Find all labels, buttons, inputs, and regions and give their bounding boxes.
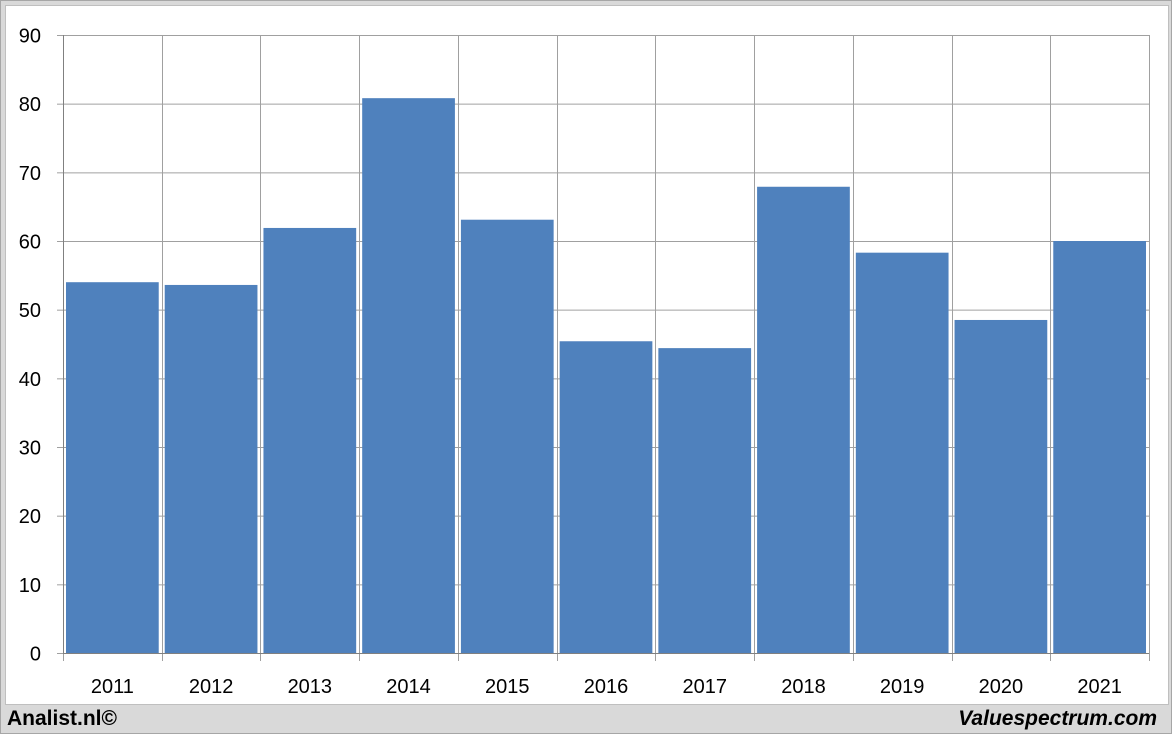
bar <box>954 319 1048 653</box>
y-tick-label: 80 <box>19 94 41 116</box>
x-tick-label: 2016 <box>584 676 629 698</box>
y-tick-label: 90 <box>19 26 41 48</box>
x-tick-label: 2015 <box>485 676 530 698</box>
y-tick-label: 40 <box>19 369 41 391</box>
bar <box>164 284 258 653</box>
x-tick-label: 2013 <box>288 676 333 698</box>
x-tick-label: 2020 <box>979 676 1024 698</box>
y-tick-label: 20 <box>19 506 41 528</box>
footer-left-credit: Analist.nl© <box>7 707 117 730</box>
bar <box>460 219 554 654</box>
bar <box>362 98 455 653</box>
bar <box>658 348 752 653</box>
x-tick-label: 2012 <box>189 676 234 698</box>
y-tick-label: 10 <box>19 575 41 597</box>
y-tick-label: 30 <box>19 438 41 460</box>
footer-right-credit: Valuespectrum.com <box>958 707 1157 730</box>
x-tick-label: 2019 <box>880 676 925 698</box>
bar <box>1053 241 1146 653</box>
bar <box>559 341 653 653</box>
y-tick-label: 60 <box>19 232 41 254</box>
bar-chart: 0 10 20 30 40 50 60 70 80 90 2011 2012 2013 2014 2015 2… <box>19 26 1150 698</box>
bar <box>263 227 357 653</box>
y-tick-label: 70 <box>19 163 41 185</box>
x-tick-label: 2018 <box>781 676 826 698</box>
x-tick-label: 2021 <box>1077 676 1122 698</box>
bar <box>66 282 159 653</box>
x-tick-label: 2011 <box>91 676 134 698</box>
y-tick-label: 50 <box>19 300 41 322</box>
x-tick-label: 2014 <box>386 676 431 698</box>
bar <box>855 252 949 653</box>
x-tick-label: 2017 <box>682 676 727 698</box>
y-tick-label: 0 <box>30 644 41 666</box>
bar <box>757 186 850 653</box>
